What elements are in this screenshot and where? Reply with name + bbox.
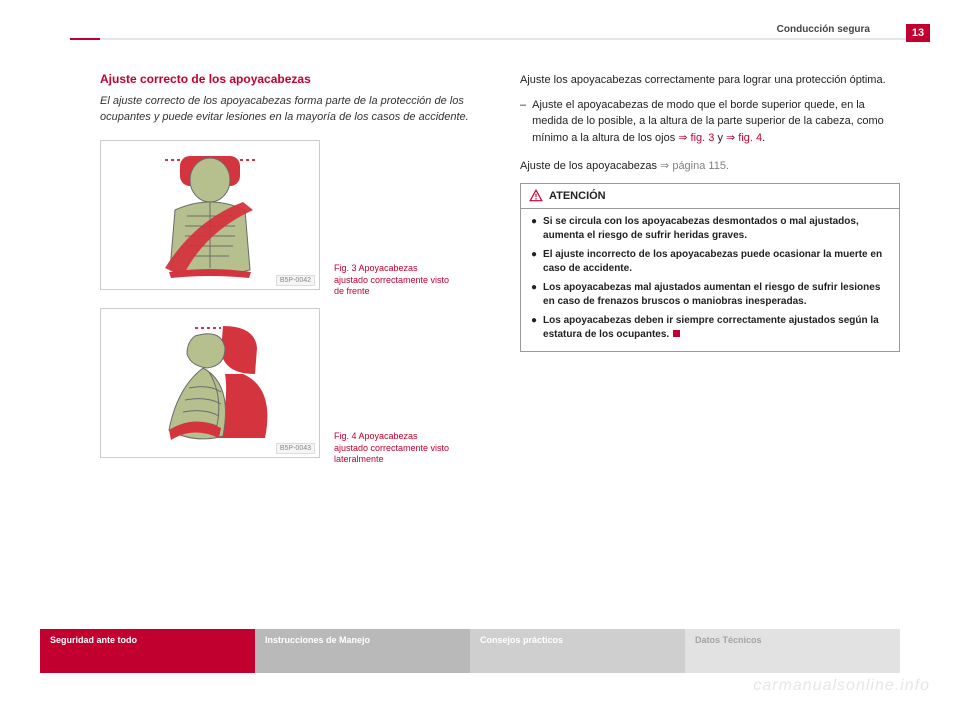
warning-header: ATENCIÓN	[521, 184, 899, 210]
figure-4-tag: B5P-0043	[276, 443, 315, 454]
ref-fig-3: ⇒ fig. 3	[678, 132, 714, 144]
warning-text-4-inner: Los apoyacabezas deben ir siempre correc…	[543, 315, 879, 340]
warning-bullet-1: ●Si se circula con los apoyacabezas desm…	[531, 215, 889, 242]
subsection-heading: Ajuste correcto de los apoyacabezas	[100, 72, 480, 86]
warning-text-3: Los apoyacabezas mal ajustados aumentan …	[543, 281, 889, 308]
headrest-front-illustration	[125, 150, 295, 280]
warning-text-4: Los apoyacabezas deben ir siempre correc…	[543, 314, 889, 341]
figure-4-row: B5P-0043 Fig. 4 Apoyacabezas ajustado co…	[100, 308, 480, 466]
top-accent	[70, 38, 100, 40]
figure-4-caption: Fig. 4 Apoyacabezas ajustado correctamen…	[334, 431, 454, 466]
instruction-text: Ajuste el apoyacabezas de modo que el bo…	[532, 97, 900, 147]
cross-ref-note: Ajuste de los apoyacabezas ⇒ página 115.	[520, 158, 900, 175]
instruction-item: – Ajuste el apoyacabezas de modo que el …	[520, 97, 900, 147]
warning-title: ATENCIÓN	[549, 188, 606, 205]
figure-3-tag: B5P-0042	[276, 275, 315, 286]
warning-triangle-icon	[529, 189, 543, 203]
ref-sep: y	[714, 132, 726, 144]
warning-text-2: El ajuste incorrecto de los apoyacabezas…	[543, 248, 889, 275]
warning-bullet-4: ●Los apoyacabezas deben ir siempre corre…	[531, 314, 889, 341]
lead-paragraph: Ajuste los apoyacabezas correctamente pa…	[520, 72, 900, 89]
figure-3-row: B5P-0042 Fig. 3 Apoyacabezas ajustado co…	[100, 140, 480, 298]
tab-consejos[interactable]: Consejos prácticos	[470, 629, 685, 673]
top-bar: Conducción segura 13	[70, 30, 930, 48]
right-column: Ajuste los apoyacabezas correctamente pa…	[520, 72, 900, 611]
footer-tabs: Seguridad ante todo Instrucciones de Man…	[40, 629, 900, 673]
ref-period: .	[762, 132, 765, 144]
tab-instrucciones[interactable]: Instrucciones de Manejo	[255, 629, 470, 673]
page-number: 13	[906, 24, 930, 42]
cross-ref-text: Ajuste de los apoyacabezas	[520, 160, 660, 172]
top-rule	[100, 38, 930, 40]
content-area: Ajuste correcto de los apoyacabezas El a…	[100, 72, 900, 611]
warning-box: ATENCIÓN ●Si se circula con los apoyacab…	[520, 183, 900, 353]
dash-bullet: –	[520, 97, 526, 147]
watermark: carmanualsonline.info	[753, 677, 930, 695]
tab-seguridad[interactable]: Seguridad ante todo	[40, 629, 255, 673]
ref-fig-4: ⇒ fig. 4	[726, 132, 762, 144]
warning-bullet-3: ●Los apoyacabezas mal ajustados aumentan…	[531, 281, 889, 308]
warning-bullet-2: ●El ajuste incorrecto de los apoyacabeza…	[531, 248, 889, 275]
ref-page-115: ⇒ página 115.	[660, 160, 729, 172]
tab-datos[interactable]: Datos Técnicos	[685, 629, 900, 673]
figure-3-caption: Fig. 3 Apoyacabezas ajustado correctamen…	[334, 263, 454, 298]
warning-body: ●Si se circula con los apoyacabezas desm…	[521, 209, 899, 351]
warning-text-1: Si se circula con los apoyacabezas desmo…	[543, 215, 889, 242]
figure-4: B5P-0043	[100, 308, 320, 458]
intro-paragraph: El ajuste correcto de los apoyacabezas f…	[100, 94, 480, 126]
left-column: Ajuste correcto de los apoyacabezas El a…	[100, 72, 480, 611]
headrest-side-illustration	[125, 318, 295, 448]
section-title: Conducción segura	[777, 24, 870, 35]
figure-3: B5P-0042	[100, 140, 320, 290]
end-marker-icon	[673, 330, 680, 337]
manual-page: Conducción segura 13 Ajuste correcto de …	[0, 0, 960, 701]
